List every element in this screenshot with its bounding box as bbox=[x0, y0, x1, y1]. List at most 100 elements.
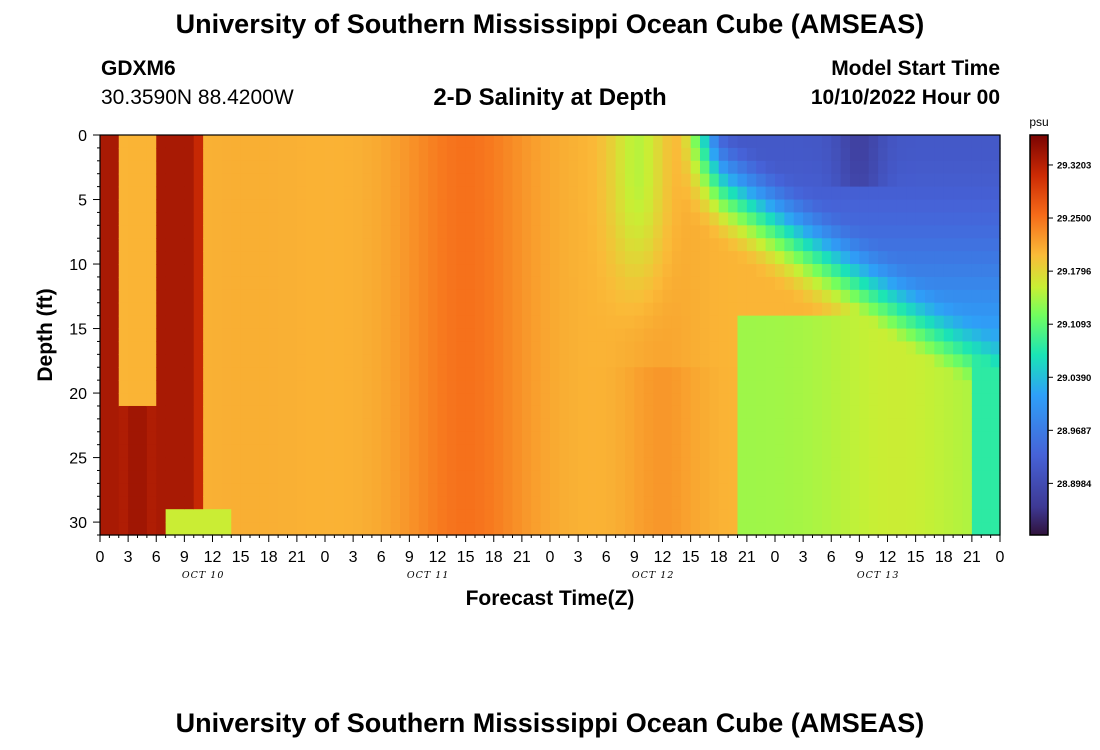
heatmap-cell bbox=[250, 147, 260, 162]
heatmap-cell bbox=[568, 199, 579, 214]
heatmap-cell bbox=[596, 186, 607, 201]
heatmap-cell bbox=[784, 276, 795, 291]
heatmap-cell bbox=[540, 302, 551, 317]
heatmap-cell bbox=[240, 431, 251, 446]
x-tick-label: 15 bbox=[232, 549, 250, 566]
heatmap-cell bbox=[690, 302, 701, 317]
heatmap-cell bbox=[465, 328, 476, 343]
heatmap-cell bbox=[962, 418, 973, 433]
heatmap-cell bbox=[990, 276, 1001, 291]
heatmap-cell bbox=[615, 160, 626, 175]
heatmap-cell bbox=[990, 457, 1001, 472]
heatmap-cell bbox=[756, 354, 767, 368]
heatmap-cell bbox=[146, 251, 157, 265]
heatmap-cell bbox=[859, 251, 870, 265]
heatmap-cell bbox=[906, 289, 917, 304]
heatmap-cell bbox=[484, 522, 495, 536]
heatmap-cell bbox=[643, 225, 654, 239]
heatmap-cell bbox=[437, 251, 448, 265]
heatmap-cell bbox=[775, 302, 785, 317]
heatmap-cell bbox=[568, 380, 579, 394]
heatmap-cell bbox=[625, 496, 635, 510]
heatmap-cell bbox=[362, 431, 373, 446]
heatmap-cell bbox=[165, 135, 176, 149]
heatmap-cell bbox=[231, 380, 242, 394]
heatmap-cell bbox=[606, 289, 617, 304]
x-tick-label: 3 bbox=[799, 549, 808, 566]
heatmap-cell bbox=[859, 328, 870, 343]
heatmap-cell bbox=[400, 135, 410, 149]
heatmap-cell bbox=[784, 405, 795, 420]
heatmap-cell bbox=[681, 457, 692, 472]
heatmap-cell bbox=[381, 186, 392, 201]
heatmap-cell bbox=[643, 173, 654, 188]
heatmap-cell bbox=[531, 367, 542, 381]
heatmap-cell bbox=[681, 444, 692, 459]
heatmap-cell bbox=[100, 509, 110, 523]
heatmap-cell bbox=[596, 393, 607, 407]
heatmap-cell bbox=[971, 160, 982, 175]
heatmap-cell bbox=[268, 509, 279, 523]
heatmap-cell bbox=[606, 173, 617, 188]
heatmap-cell bbox=[990, 186, 1001, 201]
heatmap-cell bbox=[118, 380, 129, 394]
heatmap-cell bbox=[231, 483, 242, 497]
heatmap-cell bbox=[775, 405, 785, 420]
heatmap-cell bbox=[175, 315, 185, 330]
heatmap-cell bbox=[465, 160, 476, 175]
heatmap-cell bbox=[925, 470, 935, 484]
heatmap-cell bbox=[793, 405, 804, 420]
heatmap-cell bbox=[746, 393, 757, 407]
heatmap-cell bbox=[353, 186, 364, 201]
heatmap-cell bbox=[971, 186, 982, 201]
heatmap-cell bbox=[203, 431, 214, 446]
heatmap-cell bbox=[156, 509, 167, 523]
heatmap-cell bbox=[446, 418, 457, 433]
heatmap-cell bbox=[971, 354, 982, 368]
heatmap-cell bbox=[821, 328, 832, 343]
heatmap-cell bbox=[156, 251, 167, 265]
heatmap-cell bbox=[409, 483, 420, 497]
heatmap-cell bbox=[831, 302, 842, 317]
heatmap-cell bbox=[521, 328, 532, 343]
heatmap-cell bbox=[568, 186, 579, 201]
heatmap-cell bbox=[493, 225, 504, 239]
heatmap-cell bbox=[981, 186, 992, 201]
heatmap-cell bbox=[793, 135, 804, 149]
heatmap-cell bbox=[381, 264, 392, 278]
heatmap-cell bbox=[146, 496, 157, 510]
heatmap-cell bbox=[146, 160, 157, 175]
heatmap-cell bbox=[962, 251, 973, 265]
heatmap-cell bbox=[793, 212, 804, 226]
heatmap-cell bbox=[990, 212, 1001, 226]
heatmap-cell bbox=[709, 496, 720, 510]
heatmap-cell bbox=[671, 341, 682, 355]
heatmap-cell bbox=[971, 315, 982, 330]
x-tick-label: 0 bbox=[996, 549, 1005, 566]
heatmap-cell bbox=[512, 328, 523, 343]
heatmap-cell bbox=[821, 341, 832, 355]
heatmap-cell bbox=[193, 135, 204, 149]
heatmap-cell bbox=[868, 483, 879, 497]
heatmap-cell bbox=[203, 173, 214, 188]
heatmap-cell bbox=[306, 276, 317, 291]
heatmap-cell bbox=[259, 289, 270, 304]
heatmap-cell bbox=[756, 147, 767, 162]
heatmap-cell bbox=[953, 470, 964, 484]
heatmap-cell bbox=[793, 444, 804, 459]
heatmap-cell bbox=[643, 315, 654, 330]
heatmap-cell bbox=[962, 483, 973, 497]
heatmap-cell bbox=[718, 186, 729, 201]
heatmap-cell bbox=[221, 367, 232, 381]
heatmap-cell bbox=[971, 328, 982, 343]
heatmap-cell bbox=[943, 483, 954, 497]
heatmap-cell bbox=[156, 147, 167, 162]
heatmap-cell bbox=[559, 496, 570, 510]
heatmap-cell bbox=[100, 147, 110, 162]
heatmap-cell bbox=[578, 328, 589, 343]
heatmap-cell bbox=[503, 496, 514, 510]
heatmap-cell bbox=[643, 160, 654, 175]
heatmap-cell bbox=[306, 212, 317, 226]
heatmap-cell bbox=[784, 251, 795, 265]
heatmap-cell bbox=[334, 380, 345, 394]
